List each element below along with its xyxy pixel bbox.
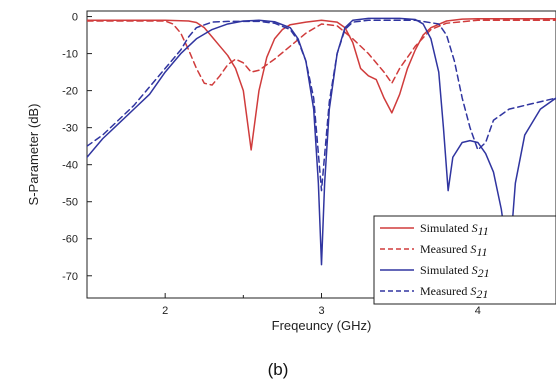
plot-area: 0 -10 -20 -30 -40 -50 -60 -70 2 3 4	[62, 10, 556, 317]
x-tick-label: 4	[475, 305, 481, 317]
x-tick-label: 2	[162, 305, 168, 317]
series-line-measured-s21	[87, 19, 556, 192]
y-tick-label: -60	[62, 234, 78, 246]
series-line-measured-s11	[87, 19, 556, 86]
y-tick-label: -20	[62, 86, 78, 98]
legend-entry: Measured S21	[380, 284, 488, 301]
legend-label: Measured S11	[420, 242, 487, 259]
y-tick-label: -50	[62, 197, 78, 209]
legend-entry: Simulated S21	[380, 263, 490, 280]
legend-label: Simulated S11	[420, 221, 489, 238]
legend-entry: Measured S11	[380, 242, 487, 259]
y-tick-label: -10	[62, 49, 78, 61]
x-axis-title: Freqeuncy (GHz)	[272, 318, 372, 333]
y-tick-label: 0	[72, 12, 78, 24]
legend-box	[373, 215, 556, 305]
legend-entry: Simulated S11	[380, 221, 489, 238]
series-line-simulated-s11	[87, 18, 556, 151]
y-tick-label: -30	[62, 123, 78, 135]
ticks-layer: 0 -10 -20 -30 -40 -50 -60 -70 2 3 4	[62, 12, 556, 317]
legend-label: Simulated S21	[420, 263, 490, 280]
y-tick-label: -70	[62, 271, 78, 283]
legend: Simulated S11 Measured S11 Simulated S21 Me…	[373, 215, 556, 305]
y-tick-label: -40	[62, 160, 78, 172]
series-layer	[87, 17, 556, 266]
figure-caption: (b)	[267, 360, 289, 379]
legend-label: Measured S21	[420, 284, 488, 301]
y-axis-title: S-Parameter (dB)	[26, 104, 41, 206]
x-tick-label: 3	[318, 305, 324, 317]
